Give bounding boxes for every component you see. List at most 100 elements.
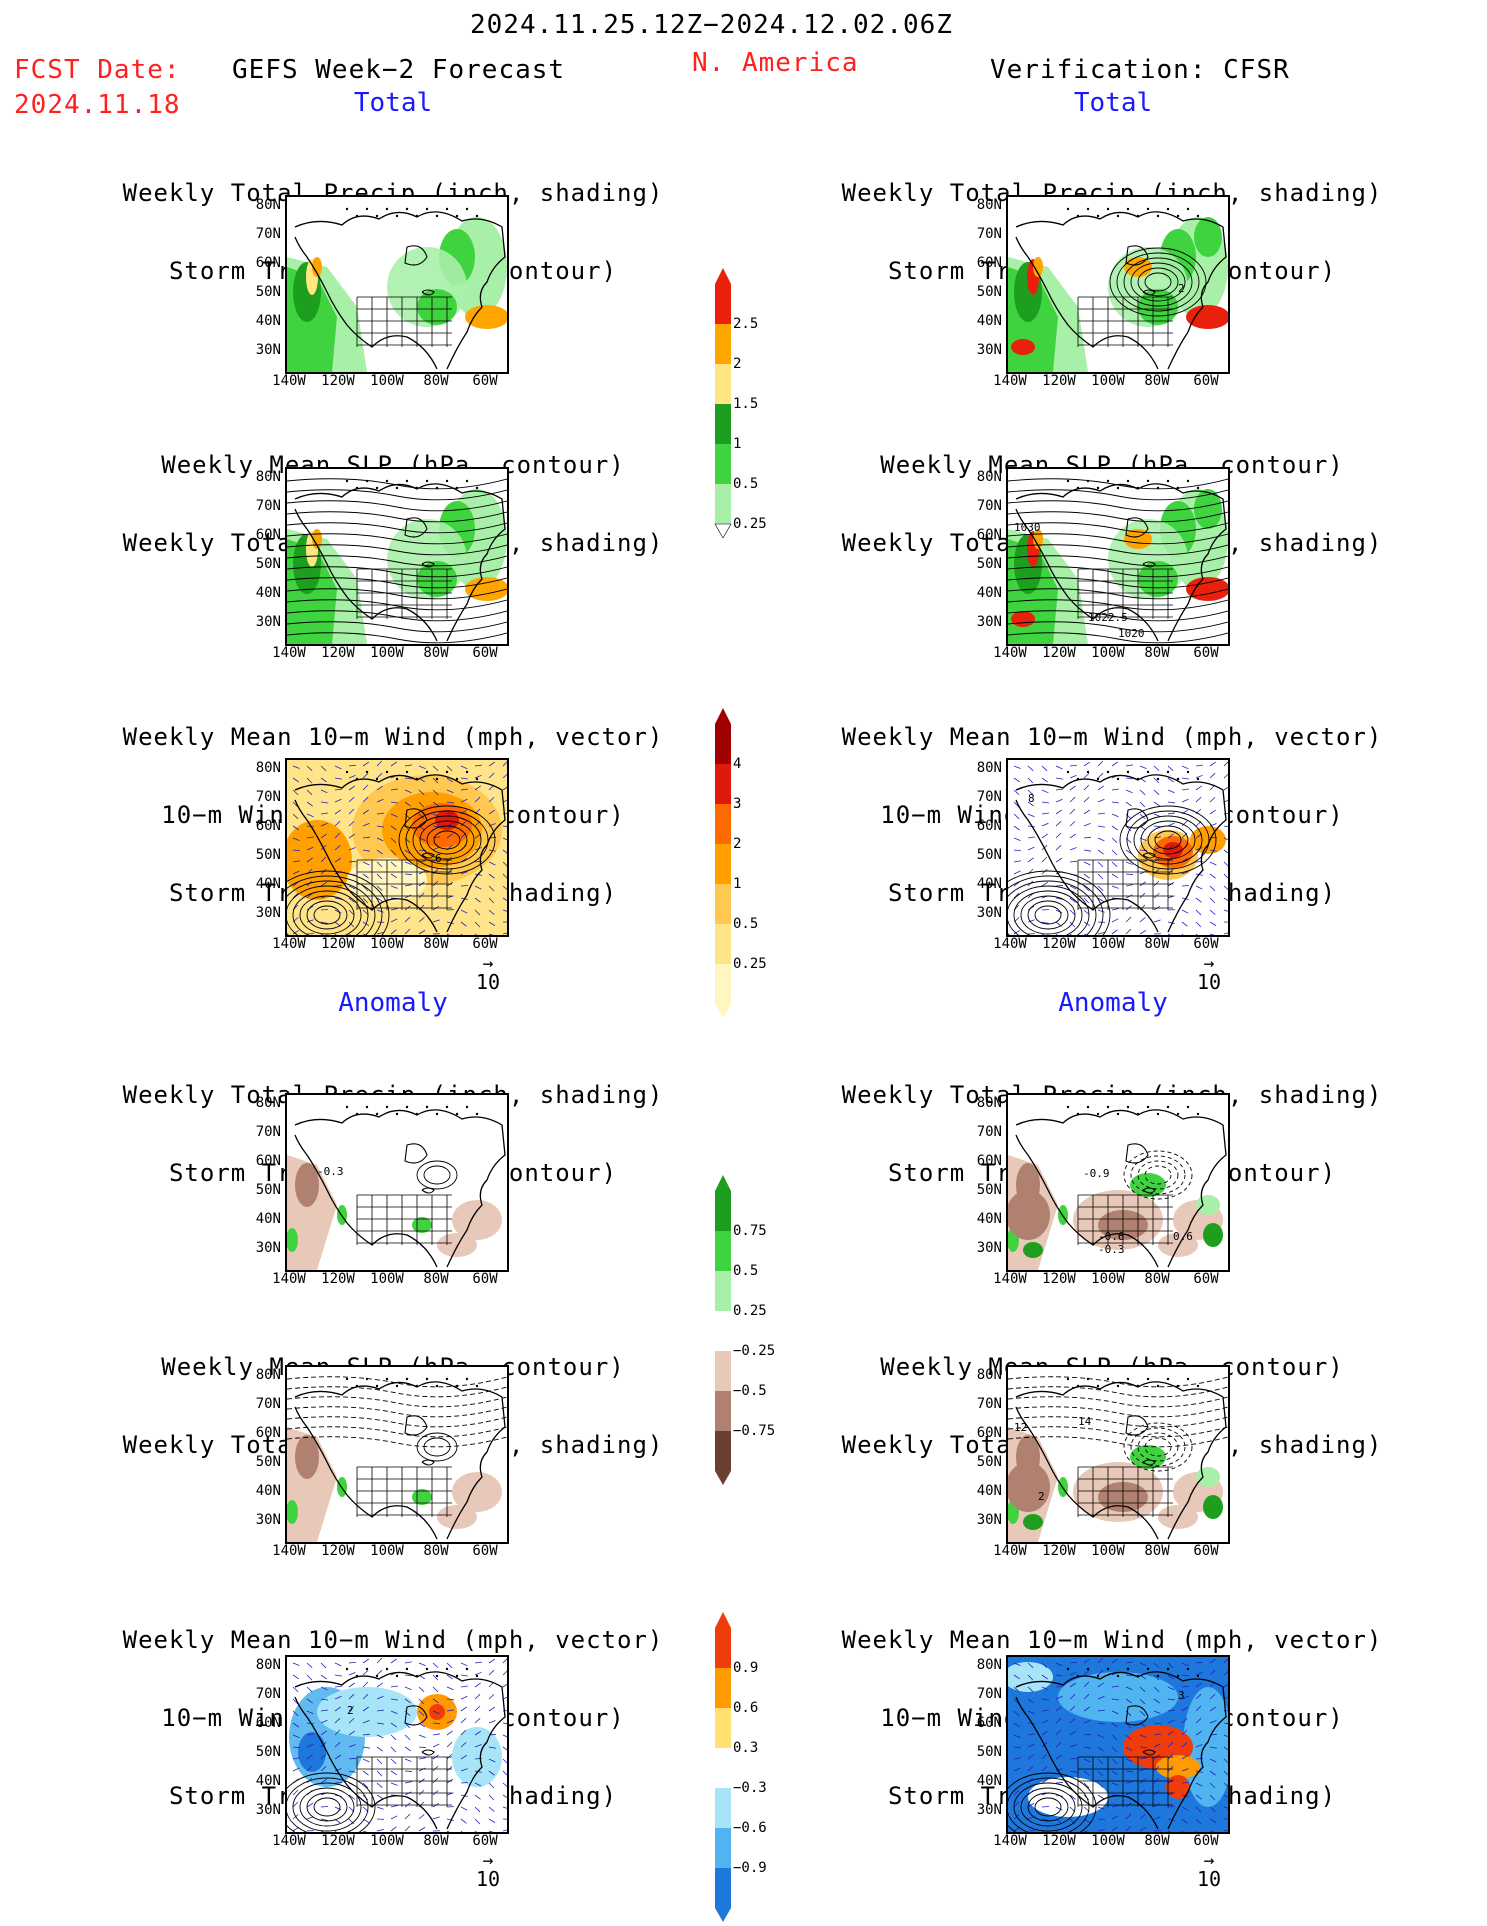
lat-tick-label: 30N	[243, 1512, 281, 1528]
lon-tick-label: 60W	[463, 373, 507, 389]
lat-tick-label: 40N	[964, 585, 1002, 601]
colorbar-swatch	[715, 924, 731, 964]
colorbar-label: 0.9	[733, 1660, 758, 1676]
lat-tick-label: 80N	[243, 197, 281, 213]
map-canvas: -0.9-0.6-0.30.6	[1008, 1095, 1228, 1270]
colorbar-swatch	[715, 1668, 731, 1708]
colorbar-swatch	[715, 1271, 731, 1311]
colorbar-track-total	[711, 708, 751, 1022]
lat-tick-label: 40N	[243, 1211, 281, 1227]
contour-label: 8	[1028, 792, 1035, 805]
colorbar-swatch	[715, 1351, 731, 1391]
map-canvas: 6	[287, 760, 507, 935]
colorbar-label: 0.5	[733, 916, 758, 932]
shading-region	[1008, 1462, 1050, 1512]
lat-tick-label: 60N	[243, 1715, 281, 1731]
colorbar-label: 0.75	[733, 1223, 767, 1239]
contour-label: 14	[1078, 1415, 1092, 1428]
contour-label: 0.6	[1173, 1230, 1193, 1243]
lat-tick-label: 80N	[243, 1095, 281, 1111]
lat-tick-label: 60N	[243, 527, 281, 543]
colorbar-swatch	[715, 884, 731, 924]
lat-tick-label: 50N	[964, 847, 1002, 863]
contour-label: 3	[1178, 1689, 1185, 1702]
colorbar-label: 0.25	[733, 516, 767, 532]
lat-tick-label: 70N	[964, 226, 1002, 242]
shading-region	[1023, 1514, 1043, 1530]
colorbar-label: 0.3	[733, 1740, 758, 1756]
map-obs-anom-wind: 3	[1006, 1655, 1230, 1834]
lat-tick-label: 30N	[243, 905, 281, 921]
map-canvas: 8	[1008, 760, 1228, 935]
lat-tick-label: 40N	[964, 876, 1002, 892]
colorbar-label: 3	[733, 796, 741, 812]
shading-region	[1186, 577, 1228, 601]
colorbar-swatch	[715, 444, 731, 484]
lat-tick-label: 50N	[964, 1744, 1002, 1760]
map-fcst-total-precip	[285, 195, 509, 374]
shading-region	[1138, 561, 1178, 597]
shading-region	[1194, 217, 1222, 257]
lat-tick-label: 40N	[243, 313, 281, 329]
colorbar-arrow-bottom	[715, 524, 731, 538]
contour-label: -0.6	[1098, 1230, 1125, 1243]
shading-region	[1011, 611, 1035, 627]
contour-label: -0.3	[317, 1165, 344, 1178]
contour-label: 6	[435, 852, 442, 865]
lat-tick-label: 40N	[964, 1773, 1002, 1789]
contour-label: 1020	[1118, 627, 1145, 640]
colorbar-swatch	[715, 844, 731, 884]
lat-tick-label: 50N	[243, 1454, 281, 1470]
lat-tick-label: 30N	[964, 1802, 1002, 1818]
map-fcst-anom-precip: -0.3	[285, 1093, 509, 1272]
lat-tick-label: 80N	[964, 1367, 1002, 1383]
lon-tick-label: 80W	[1135, 645, 1179, 661]
lon-tick-label: 100W	[365, 1543, 409, 1559]
colorbar-label: 2.5	[733, 316, 758, 332]
lon-tick-label: 120W	[316, 373, 360, 389]
title-line: Weekly Mean 10−m Wind (mph, vector)	[83, 724, 703, 750]
date-range-title: 2024.11.25.12Z−2024.12.02.06Z	[470, 10, 953, 40]
shading-region	[1130, 1445, 1166, 1469]
colorbar-label: 1.5	[733, 396, 758, 412]
colorbar-label: 2	[733, 836, 741, 852]
fcst-date-label: FCST Date:	[14, 55, 181, 85]
lat-tick-label: 70N	[964, 789, 1002, 805]
shading-region	[1186, 305, 1228, 329]
contour-lines	[417, 1161, 457, 1189]
map-canvas: 2	[1008, 197, 1228, 372]
shading-region	[298, 1732, 326, 1772]
lon-tick-label: 100W	[365, 1271, 409, 1287]
lon-tick-label: 140W	[267, 1833, 311, 1849]
map-canvas	[287, 1367, 507, 1542]
lat-tick-label: 70N	[243, 1124, 281, 1140]
lat-tick-label: 60N	[964, 1425, 1002, 1441]
lon-tick-label: 100W	[1086, 1543, 1130, 1559]
colorbar-swatch	[715, 1868, 731, 1908]
section-total-left: Total	[293, 88, 493, 118]
lat-tick-label: 70N	[243, 498, 281, 514]
lat-tick-label: 70N	[964, 1124, 1002, 1140]
lon-tick-label: 120W	[316, 1833, 360, 1849]
map-canvas: 3	[1008, 1657, 1228, 1832]
lat-tick-label: 60N	[243, 255, 281, 271]
lat-tick-label: 30N	[964, 342, 1002, 358]
lon-tick-label: 100W	[1086, 1271, 1130, 1287]
lat-tick-label: 30N	[964, 905, 1002, 921]
colorbar-label: −0.5	[733, 1383, 767, 1399]
colorbar-label: 2	[733, 356, 741, 372]
lon-tick-label: 80W	[414, 373, 458, 389]
section-anomaly-left: Anomaly	[293, 988, 493, 1018]
lat-tick-label: 60N	[243, 1153, 281, 1169]
lat-tick-label: 50N	[243, 847, 281, 863]
lon-tick-label: 140W	[988, 645, 1032, 661]
colorbar-label: 0.5	[733, 476, 758, 492]
colorbar-arrow-bottom	[715, 1908, 731, 1922]
colorbar-arrow-top	[715, 1612, 731, 1628]
lat-tick-label: 50N	[243, 1182, 281, 1198]
colorbar-label: 0.25	[733, 1303, 767, 1319]
contour-label: 12	[1014, 1421, 1027, 1434]
title-line: Weekly Mean 10−m Wind (mph, vector)	[83, 1627, 703, 1653]
lon-tick-label: 120W	[1037, 373, 1081, 389]
